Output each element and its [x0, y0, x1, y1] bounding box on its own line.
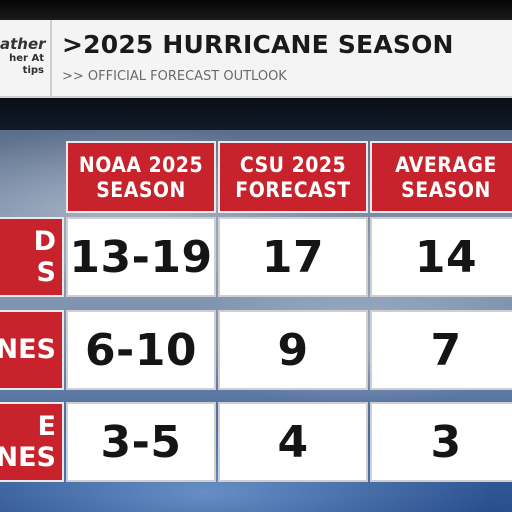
row-header-major-hurricanes: E NES [0, 402, 64, 482]
row-header-major-hurricanes-label: E NES [0, 410, 56, 473]
column-header-average: AVERAGE SEASON [370, 141, 512, 213]
logo-line-1: ather [0, 35, 46, 53]
column-header-csu: CSU 2025 FORECAST [218, 141, 368, 213]
column-header-csu-label: CSU 2025 FORECAST [235, 152, 351, 202]
value-named-storms-csu: 17 [218, 217, 368, 297]
row-header-hurricanes-label: NES [0, 334, 56, 366]
column-header-noaa: NOAA 2025 SEASON [66, 141, 216, 213]
row-header-named-storms-label: D S [33, 225, 56, 288]
value-major-hurricanes-average: 3 [370, 402, 512, 482]
value-named-storms-average: 14 [370, 217, 512, 297]
logo-line-3: tips [22, 64, 44, 76]
station-logo: ather her At tips [0, 20, 52, 98]
row-header-named-storms: D S [0, 217, 64, 297]
value-hurricanes-average: 7 [370, 310, 512, 390]
top-strip [0, 0, 512, 20]
value-major-hurricanes-noaa: 3-5 [66, 402, 216, 482]
column-header-average-label: AVERAGE SEASON [395, 152, 497, 202]
graphic-title: >2025 HURRICANE SEASON [62, 30, 454, 59]
value-hurricanes-csu: 9 [218, 310, 368, 390]
row-header-hurricanes: NES [0, 310, 64, 390]
value-named-storms-noaa: 13-19 [66, 217, 216, 297]
logo-line-2: her At [9, 53, 44, 65]
value-hurricanes-noaa: 6-10 [66, 310, 216, 390]
value-major-hurricanes-csu: 4 [218, 402, 368, 482]
header-shadow-band [0, 98, 512, 130]
graphic-subtitle: >> OFFICIAL FORECAST OUTLOOK [62, 69, 287, 84]
column-header-noaa-label: NOAA 2025 SEASON [78, 152, 204, 202]
graphic-header: ather her At tips >2025 HURRICANE SEASON… [0, 20, 512, 98]
